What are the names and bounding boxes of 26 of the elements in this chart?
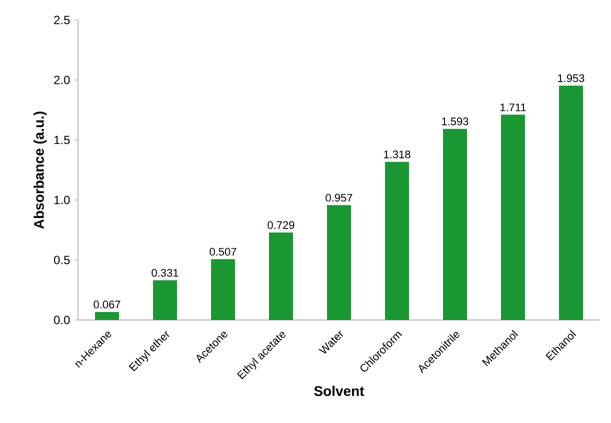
data-label: 0.331: [152, 268, 178, 277]
data-label: 1.953: [558, 74, 584, 82]
y-axis-title: Absorbance (a.u.): [34, 112, 47, 229]
y-tick-label: 0.5: [54, 256, 70, 264]
data-label: 1.593: [442, 118, 468, 126]
data-label: 1.318: [384, 150, 410, 158]
data-label: 0.507: [210, 248, 236, 256]
data-label: 0.067: [94, 300, 120, 308]
bar: [384, 162, 409, 320]
x-axis-title: Solvent: [314, 386, 364, 396]
bar: [558, 86, 583, 320]
bar: [500, 114, 525, 320]
bar: [268, 232, 293, 320]
bar: [211, 259, 235, 320]
bar: [326, 205, 351, 320]
y-tick-label: 2.0: [54, 76, 70, 84]
data-label: 1.711: [500, 104, 526, 112]
bar: [153, 280, 178, 320]
y-tick-label: 0.0: [54, 316, 70, 324]
data-label: 0.957: [326, 194, 352, 202]
data-label: 0.729: [268, 221, 294, 229]
bar: [442, 128, 467, 320]
y-tick-label: 1.0: [54, 196, 70, 204]
y-tick-label: 2.5: [54, 16, 70, 24]
y-tick-label: 1.5: [54, 136, 70, 144]
bar: [95, 312, 120, 320]
